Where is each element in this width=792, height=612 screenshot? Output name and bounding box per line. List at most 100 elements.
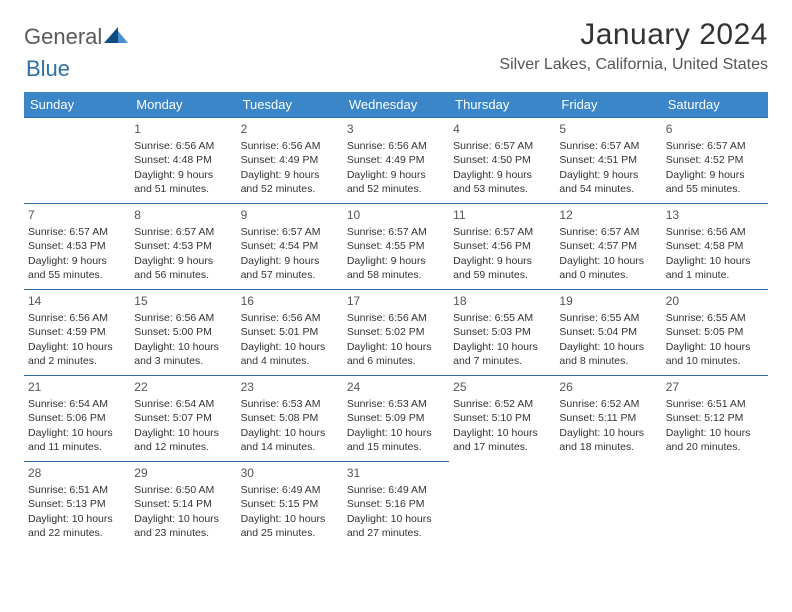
sunset-line: Sunset: 5:10 PM xyxy=(453,411,551,425)
calendar-cell: 16Sunrise: 6:56 AMSunset: 5:01 PMDayligh… xyxy=(237,289,343,375)
calendar-cell: 25Sunrise: 6:52 AMSunset: 5:10 PMDayligh… xyxy=(449,375,555,461)
day-number: 8 xyxy=(134,207,232,223)
daylight-line: Daylight: 9 hours and 59 minutes. xyxy=(453,254,551,282)
sunset-line: Sunset: 4:55 PM xyxy=(347,239,445,253)
calendar-cell xyxy=(449,461,555,547)
sunrise-line: Sunrise: 6:57 AM xyxy=(559,225,657,239)
sunrise-line: Sunrise: 6:57 AM xyxy=(453,225,551,239)
day-number: 29 xyxy=(134,465,232,481)
day-number: 30 xyxy=(241,465,339,481)
daylight-line: Daylight: 10 hours and 4 minutes. xyxy=(241,340,339,368)
day-number: 26 xyxy=(559,379,657,395)
day-number: 18 xyxy=(453,293,551,309)
sunset-line: Sunset: 4:50 PM xyxy=(453,153,551,167)
weekday-header: Monday xyxy=(130,92,236,117)
daylight-line: Daylight: 10 hours and 7 minutes. xyxy=(453,340,551,368)
location-text: Silver Lakes, California, United States xyxy=(499,56,768,74)
daylight-line: Daylight: 9 hours and 56 minutes. xyxy=(134,254,232,282)
day-number: 1 xyxy=(134,121,232,137)
sunset-line: Sunset: 5:02 PM xyxy=(347,325,445,339)
daylight-line: Daylight: 9 hours and 57 minutes. xyxy=(241,254,339,282)
calendar-cell: 23Sunrise: 6:53 AMSunset: 5:08 PMDayligh… xyxy=(237,375,343,461)
day-number: 24 xyxy=(347,379,445,395)
sunrise-line: Sunrise: 6:56 AM xyxy=(134,139,232,153)
sunset-line: Sunset: 4:57 PM xyxy=(559,239,657,253)
sunset-line: Sunset: 4:49 PM xyxy=(347,153,445,167)
daylight-line: Daylight: 10 hours and 1 minute. xyxy=(666,254,764,282)
sunrise-line: Sunrise: 6:49 AM xyxy=(241,483,339,497)
sunrise-line: Sunrise: 6:55 AM xyxy=(666,311,764,325)
sunrise-line: Sunrise: 6:57 AM xyxy=(559,139,657,153)
calendar-cell: 24 Sunrise: 6:53 AMSunset: 5:09 PMDayligh… xyxy=(343,375,449,461)
calendar-cell xyxy=(24,117,130,203)
weekday-header: Sunday xyxy=(24,92,130,117)
sunrise-line: Sunrise: 6:57 AM xyxy=(347,225,445,239)
sunset-line: Sunset: 5:11 PM xyxy=(559,411,657,425)
day-number: 23 xyxy=(241,379,339,395)
calendar-cell: 1Sunrise: 6:56 AMSunset: 4:48 PMDaylight… xyxy=(130,117,236,203)
sunset-line: Sunset: 5:13 PM xyxy=(28,497,126,511)
sunrise-line: Sunrise: 6:57 AM xyxy=(453,139,551,153)
day-number: 20 xyxy=(666,293,764,309)
calendar-grid: SundayMondayTuesdayWednesdayThursdayFrid… xyxy=(24,92,768,547)
daylight-line: Daylight: 10 hours and 0 minutes. xyxy=(559,254,657,282)
daylight-line: Daylight: 10 hours and 10 minutes. xyxy=(666,340,764,368)
daylight-line: Daylight: 10 hours and 11 minutes. xyxy=(28,426,126,454)
day-number: 6 xyxy=(666,121,764,137)
sunrise-line: Sunrise: 6:55 AM xyxy=(559,311,657,325)
daylight-line: Daylight: 10 hours and 22 minutes. xyxy=(28,512,126,540)
day-number: 31 xyxy=(347,465,445,481)
sunset-line: Sunset: 4:48 PM xyxy=(134,153,232,167)
sunset-line: Sunset: 5:00 PM xyxy=(134,325,232,339)
daylight-line: Daylight: 10 hours and 17 minutes. xyxy=(453,426,551,454)
day-number: 15 xyxy=(134,293,232,309)
day-number: 17 xyxy=(347,293,445,309)
sunrise-line: Sunrise: 6:55 AM xyxy=(453,311,551,325)
sunrise-line: Sunrise: 6:56 AM xyxy=(666,225,764,239)
sunrise-line: Sunrise: 6:52 AM xyxy=(559,397,657,411)
calendar-cell: 4Sunrise: 6:57 AMSunset: 4:50 PMDaylight… xyxy=(449,117,555,203)
sunset-line: Sunset: 5:03 PM xyxy=(453,325,551,339)
sunset-line: Sunset: 4:52 PM xyxy=(666,153,764,167)
sunset-line: Sunset: 5:01 PM xyxy=(241,325,339,339)
calendar-cell: 18 Sunrise: 6:55 AMSunset: 5:03 PMDayligh… xyxy=(449,289,555,375)
day-number: 11 xyxy=(453,207,551,223)
calendar-cell xyxy=(555,461,661,547)
weekday-header: Wednesday xyxy=(343,92,449,117)
calendar-cell: 13Sunrise: 6:56 AMSunset: 4:58 PMDayligh… xyxy=(662,203,768,289)
calendar-cell: 6Sunrise: 6:57 AMSunset: 4:52 PMDaylight… xyxy=(662,117,768,203)
sunset-line: Sunset: 5:04 PM xyxy=(559,325,657,339)
day-number: 19 xyxy=(559,293,657,309)
sunrise-line: Sunrise: 6:54 AM xyxy=(134,397,232,411)
calendar-cell: 17Sunrise: 6:56 AMSunset: 5:02 PMDayligh… xyxy=(343,289,449,375)
daylight-line: Daylight: 10 hours and 3 minutes. xyxy=(134,340,232,368)
sunset-line: Sunset: 5:09 PM xyxy=(347,411,445,425)
calendar-cell: 14Sunrise: 6:56 AMSunset: 4:59 PMDayligh… xyxy=(24,289,130,375)
daylight-line: Daylight: 10 hours and 6 minutes. xyxy=(347,340,445,368)
sunrise-line: Sunrise: 6:53 AM xyxy=(241,397,339,411)
calendar-cell xyxy=(662,461,768,547)
sunset-line: Sunset: 4:54 PM xyxy=(241,239,339,253)
weekday-header: Saturday xyxy=(662,92,768,117)
daylight-line: Daylight: 9 hours and 55 minutes. xyxy=(666,168,764,196)
day-number: 28 xyxy=(28,465,126,481)
calendar-cell: 21Sunrise: 6:54 AMSunset: 5:06 PMDayligh… xyxy=(24,375,130,461)
sunrise-line: Sunrise: 6:53 AM xyxy=(347,397,445,411)
brand-logo: General xyxy=(24,18,130,50)
sunset-line: Sunset: 5:15 PM xyxy=(241,497,339,511)
day-number: 5 xyxy=(559,121,657,137)
sunset-line: Sunset: 4:49 PM xyxy=(241,153,339,167)
calendar-cell: 5 Sunrise: 6:57 AMSunset: 4:51 PMDaylight… xyxy=(555,117,661,203)
sunrise-line: Sunrise: 6:57 AM xyxy=(134,225,232,239)
sunrise-line: Sunrise: 6:52 AM xyxy=(453,397,551,411)
daylight-line: Daylight: 10 hours and 18 minutes. xyxy=(559,426,657,454)
weekday-header: Friday xyxy=(555,92,661,117)
sunrise-line: Sunrise: 6:56 AM xyxy=(28,311,126,325)
brand-triangle-icon xyxy=(104,25,128,50)
daylight-line: Daylight: 9 hours and 52 minutes. xyxy=(347,168,445,196)
sunset-line: Sunset: 4:53 PM xyxy=(28,239,126,253)
daylight-line: Daylight: 10 hours and 15 minutes. xyxy=(347,426,445,454)
sunset-line: Sunset: 4:51 PM xyxy=(559,153,657,167)
daylight-line: Daylight: 9 hours and 54 minutes. xyxy=(559,168,657,196)
sunrise-line: Sunrise: 6:57 AM xyxy=(28,225,126,239)
